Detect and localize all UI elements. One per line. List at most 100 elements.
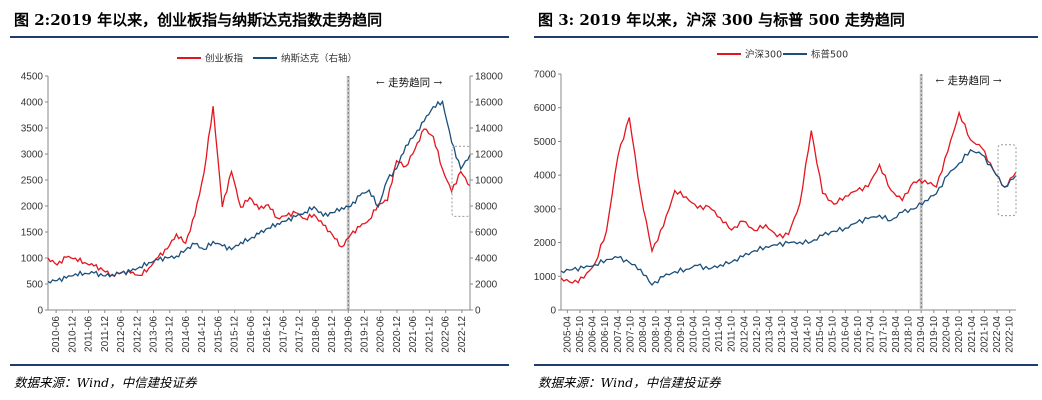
figure-title: 图 2:2019 年以来，创业板指与纳斯达克指数走势趋同 [14, 11, 383, 29]
source-note: 数据来源：Wind，中信建投证券 [538, 375, 721, 390]
trend-annotation: ← 走势趋同 → [935, 74, 1001, 87]
y-tick-label: 2000 [534, 238, 557, 249]
x-tick-label: 2014-06 [181, 316, 192, 353]
y-tick-label: 5000 [534, 137, 557, 148]
x-tick-label: 2010-12 [67, 316, 78, 353]
x-tick-label: 2022-04 [992, 316, 1003, 353]
x-tick-label: 2010-06 [51, 316, 62, 353]
x-tick-label: 2018-12 [327, 316, 338, 353]
y-right-tick-label: 2000 [475, 280, 498, 291]
legend-label: 标普500 [811, 49, 848, 61]
highlight-box [997, 144, 1017, 217]
x-tick-label: 2007-10 [626, 316, 637, 353]
x-tick-label: 2012-04 [739, 316, 750, 353]
highlight-box [451, 145, 471, 217]
figure-title: 图 3: 2019 年以来，沪深 300 与标普 500 走势趋同 [538, 11, 905, 29]
x-tick-label: 2010-04 [689, 316, 700, 353]
x-tick-label: 2007-04 [613, 316, 624, 353]
y-right-tick-label: 14000 [475, 124, 503, 135]
x-tick-label: 2014-04 [790, 316, 801, 353]
x-tick-label: 2011-10 [727, 316, 738, 352]
x-tick-label: 2017-04 [866, 316, 877, 353]
x-tick-label: 2019-12 [360, 316, 371, 353]
series-line [560, 148, 1017, 287]
x-tick-label: 2018-06 [311, 316, 322, 353]
source-rule [10, 364, 509, 366]
x-tick-label: 2022-10 [1005, 316, 1016, 353]
x-tick-label: 2014-12 [197, 316, 208, 353]
y-tick-label: 4500 [21, 72, 44, 83]
legend-label: 纳斯达克（右轴） [281, 53, 357, 65]
x-tick-label: 2021-04 [967, 316, 978, 353]
x-tick-label: 2006-10 [600, 316, 611, 353]
y-tick-label: 4000 [534, 171, 557, 182]
chart-panel-left: 图 2:2019 年以来，创业板指与纳斯达克指数走势趋同 0 500 1000 150… [0, 0, 513, 400]
x-tick-label: 2015-10 [828, 316, 839, 353]
y-tick-label: 0 [550, 306, 556, 317]
y-tick-label: 4000 [21, 98, 44, 109]
series-line [47, 106, 471, 278]
x-tick-label: 2019-10 [929, 316, 940, 353]
series-line [47, 99, 471, 284]
x-tick-label: 2005-04 [562, 316, 573, 353]
x-tick-label: 2005-10 [575, 316, 586, 353]
y-right-tick-label: 0 [475, 306, 481, 317]
x-tick-label: 2008-10 [651, 316, 662, 353]
x-tick-label: 2020-06 [376, 316, 387, 353]
x-tick-label: 2011-12 [100, 316, 111, 352]
x-tick-label: 2012-06 [116, 316, 127, 353]
x-tick-label: 2010-10 [701, 316, 712, 353]
x-tick-label: 2011-06 [84, 316, 95, 352]
chart-panel-right: 图 3: 2019 年以来，沪深 300 与标普 500 走势趋同 0 1000 2… [524, 0, 1042, 400]
x-tick-label: 2018-10 [904, 316, 915, 353]
x-tick-label: 2015-12 [230, 316, 241, 353]
x-tick-label: 2017-12 [295, 316, 306, 353]
x-tick-label: 2011-04 [714, 316, 725, 352]
y-tick-label: 500 [26, 280, 43, 291]
y-right-tick-label: 8000 [475, 202, 498, 213]
x-tick-label: 2014-10 [802, 316, 813, 353]
y-tick-label: 0 [37, 306, 43, 317]
x-tick-label: 2016-10 [853, 316, 864, 353]
x-tick-label: 2018-04 [891, 316, 902, 353]
x-tick-label: 2020-12 [392, 316, 403, 353]
y-right-tick-label: 18000 [475, 72, 503, 83]
y-tick-label: 2500 [21, 176, 44, 187]
x-tick-label: 2012-10 [752, 316, 763, 353]
x-tick-label: 2016-06 [246, 316, 257, 353]
chart-right: 0 1000 2000 3000 4000 5000 6000 7000 2005-04 2005… [534, 49, 1017, 353]
source-rule [534, 364, 1038, 366]
y-right-tick-label: 4000 [475, 254, 498, 265]
y-right-tick-label: 16000 [475, 98, 503, 109]
y-tick-label: 3500 [21, 124, 44, 135]
x-tick-label: 2016-04 [840, 316, 851, 353]
x-tick-label: 2017-06 [278, 316, 289, 353]
y-tick-label: 3000 [21, 150, 44, 161]
x-tick-label: 2006-04 [588, 316, 599, 353]
y-right-tick-label: 6000 [475, 228, 498, 239]
x-tick-label: 2009-04 [663, 316, 674, 353]
x-tick-label: 2013-10 [777, 316, 788, 353]
x-tick-label: 2008-04 [638, 316, 649, 353]
x-tick-label: 2020-10 [954, 316, 965, 353]
y-right-tick-label: 10000 [475, 176, 503, 187]
y-tick-label: 3000 [534, 204, 557, 215]
x-tick-label: 2009-10 [676, 316, 687, 353]
chart-left: 0 500 1000 1500 2000 2500 3000 3500 4000 4500 0 200… [21, 53, 503, 353]
x-tick-label: 2013-06 [149, 316, 160, 353]
x-tick-label: 2019-06 [343, 316, 354, 353]
x-tick-label: 2017-10 [878, 316, 889, 353]
x-tick-label: 2021-12 [424, 316, 435, 353]
y-tick-label: 2000 [21, 202, 44, 213]
y-right-tick-label: 12000 [475, 150, 503, 161]
title-rule [10, 36, 509, 38]
x-tick-label: 2021-06 [408, 316, 419, 353]
x-tick-label: 2015-04 [815, 316, 826, 353]
legend-label: 沪深300 [745, 49, 782, 61]
title-rule [534, 36, 1038, 38]
x-tick-label: 2015-06 [213, 316, 224, 353]
x-tick-label: 2022-12 [457, 316, 468, 353]
x-tick-label: 2012-12 [132, 316, 143, 353]
trend-annotation: ← 走势趋同 → [376, 76, 442, 89]
x-tick-label: 2013-12 [165, 316, 176, 353]
